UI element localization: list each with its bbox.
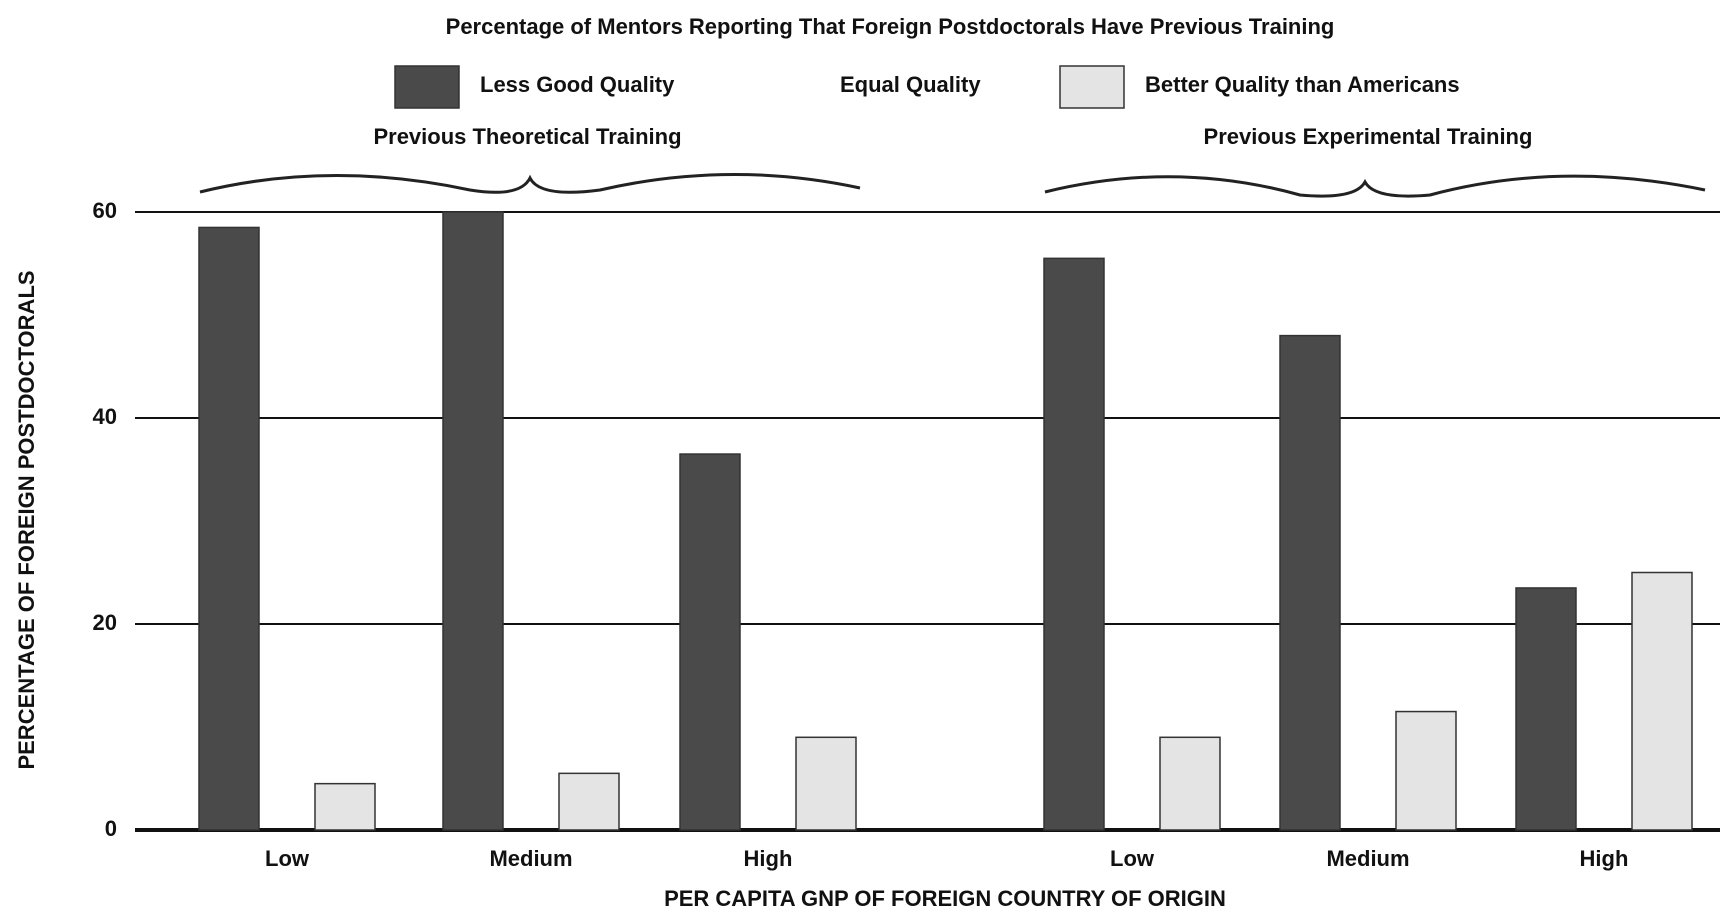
x-tick-label: High [1580,846,1629,871]
bar [198,226,260,831]
legend-label: Less Good Quality [480,72,675,97]
legend-swatch [394,65,460,109]
bar [1395,710,1457,831]
bar [1043,257,1105,831]
bar [442,211,504,831]
x-axis-label: PER CAPITA GNP OF FOREIGN COUNTRY OF ORI… [664,886,1226,911]
bar [679,453,741,831]
y-tick-label: 0 [105,816,117,841]
x-tick-label: Low [1110,846,1155,871]
bar [1159,736,1221,831]
bar [1279,334,1341,831]
bar [1515,587,1577,831]
legend-label: Better Quality than Americans [1145,72,1460,97]
legend-swatch [1059,65,1125,109]
chart-title: Percentage of Mentors Reporting That For… [446,14,1335,39]
y-tick-label: 20 [93,610,117,635]
bar [558,772,620,831]
brace [199,172,861,194]
x-tick-label: Medium [489,846,572,871]
bar [1631,571,1693,831]
bar [795,736,857,831]
x-tick-label: Medium [1326,846,1409,871]
panel-title: Previous Theoretical Training [373,124,681,149]
brace [1044,174,1706,198]
legend-label: Equal Quality [840,72,981,97]
y-axis-label: PERCENTAGE OF FOREIGN POSTDOCTORALS [14,270,39,769]
x-tick-label: Low [265,846,310,871]
y-tick-label: 60 [93,198,117,223]
bar [314,782,376,831]
y-tick-label: 40 [93,404,117,429]
x-tick-label: High [744,846,793,871]
panel-title: Previous Experimental Training [1204,124,1533,149]
